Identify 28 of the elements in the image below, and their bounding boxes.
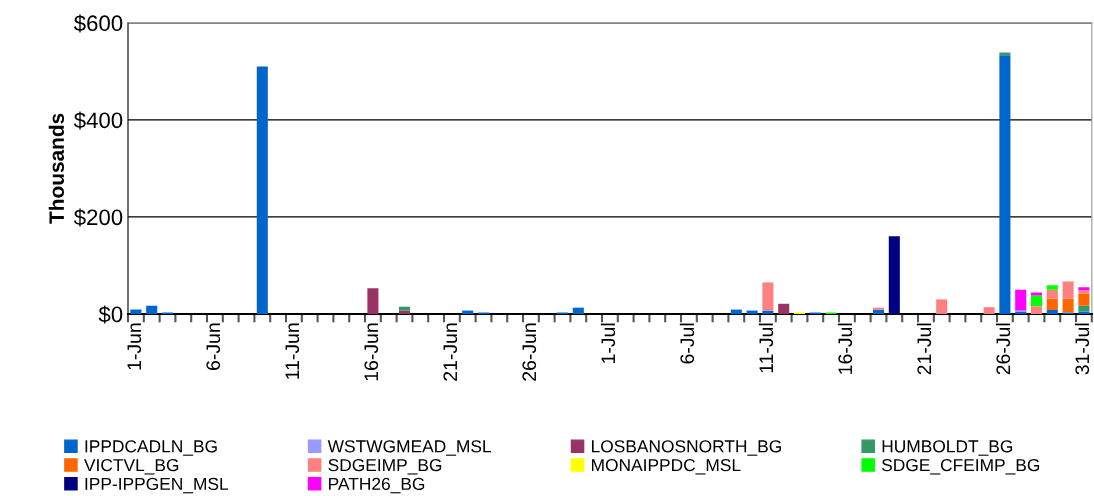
x-tick-label: 21-Jul [916,323,932,375]
y-tick-label: $200 [73,208,123,227]
x-tick-label: 16-Jun [364,323,379,381]
legend-label: HUMBOLDT_BG [882,440,1013,456]
y-axis-title: Thousands [48,113,65,224]
x-tick-label: 6-Jul [679,323,695,364]
x-tick-label: 26-Jun [522,323,537,381]
x-tick-label: 31-Jul [1074,323,1090,375]
x-tick-label: 16-Jul [837,323,853,374]
y-tick-label: $600 [73,14,123,33]
x-tick-label: 1-Jun [127,323,142,370]
x-tick-label: 26-Jul [995,323,1011,375]
legend-label: VICTVL_BG [84,458,179,475]
legend-label: WSTWGMEAD_MSL [327,440,492,456]
x-tick-label: 21-Jun [443,323,458,381]
legend-label: IPP-IPPGEN_MSL [85,477,229,494]
legend-label: LOSBANOSNORTH_BG [591,440,781,456]
y-tick-label: $400 [73,111,123,130]
legend-label: SDGE_CFEIMP_BG [881,458,1040,475]
x-tick-label: 1-Jul [600,323,616,363]
legend-label: MONAIPPDC_MSL [591,458,741,475]
x-tick-label: 6-Jun [206,323,221,370]
x-tick-label: 11-Jun [285,323,300,379]
legend-label: PATH26_BG [329,477,425,494]
y-tick-label: $0 [98,305,123,324]
x-tick-label: 11-Jul [758,323,774,373]
legend-label: IPPDCADLN_BG [85,440,217,456]
legend-label: SDGEIMP_BG [328,458,442,475]
